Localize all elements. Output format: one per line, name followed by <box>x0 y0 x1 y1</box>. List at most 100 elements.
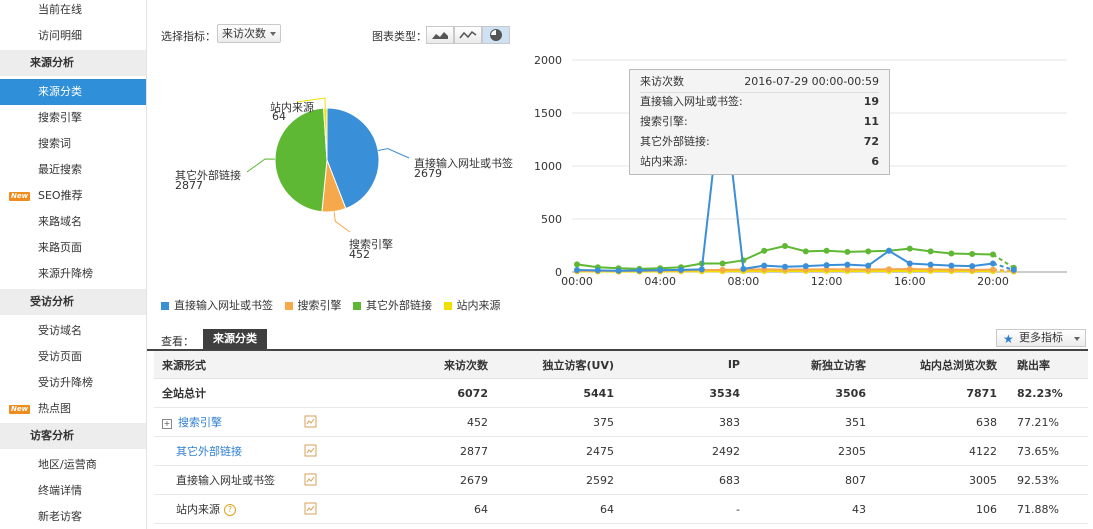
data-point[interactable] <box>906 266 913 273</box>
data-point[interactable] <box>906 245 913 252</box>
sidebar-item-current-online[interactable]: 当前在线 <box>0 0 146 23</box>
data-point[interactable] <box>969 263 976 270</box>
data-point[interactable] <box>740 265 747 272</box>
data-point[interactable] <box>678 266 684 273</box>
trend-chart-icon[interactable] <box>304 415 317 428</box>
data-point[interactable] <box>844 261 851 268</box>
col-header-uv[interactable]: 独立访客(UV) <box>496 351 622 379</box>
data-point[interactable] <box>782 243 788 250</box>
metric-select[interactable]: 来访次数 <box>217 24 281 43</box>
legend-item-internal[interactable]: 站内来源 <box>443 297 501 313</box>
sidebar-item-visited-domain[interactable]: 受访域名 <box>0 318 146 344</box>
sidebar-section-visitor[interactable]: 访客分析 <box>0 423 146 449</box>
cell: 638 <box>874 407 1005 437</box>
data-point[interactable] <box>948 262 955 269</box>
data-point[interactable] <box>594 267 601 274</box>
sidebar-section-label: 受访分析 <box>30 295 74 308</box>
cell: 82.23% <box>1005 378 1088 408</box>
cell: 其它外部链接 <box>154 436 317 466</box>
data-point[interactable] <box>906 260 913 267</box>
pie-chart-button[interactable] <box>482 26 510 44</box>
legend-label: 直接输入网址或书签 <box>174 299 273 312</box>
col-header-pageviews[interactable]: 站内总浏览次数 <box>874 351 1005 379</box>
sidebar-item-heatmap[interactable]: New 热点图 <box>0 396 146 422</box>
data-point[interactable] <box>948 250 955 257</box>
data-point[interactable] <box>761 262 768 269</box>
data-point[interactable] <box>636 267 643 274</box>
line-chart-button[interactable] <box>454 26 482 44</box>
data-point[interactable] <box>782 263 788 270</box>
sidebar-item-referrer-domain[interactable]: 来路域名 <box>0 209 146 235</box>
sidebar-item-search-engine[interactable]: 搜索引擎 <box>0 105 146 131</box>
data-point[interactable] <box>865 248 872 255</box>
chevron-down-icon <box>1074 337 1080 341</box>
data-point[interactable] <box>657 267 664 274</box>
sidebar-section-source[interactable]: 来源分析 <box>0 50 146 76</box>
cell: 64 <box>496 494 622 524</box>
data-point[interactable] <box>574 266 580 273</box>
legend-item-external[interactable]: 其它外部链接 <box>353 297 432 313</box>
trend-chart-icon[interactable] <box>304 473 317 486</box>
col-header-bounce[interactable]: 跳出率 <box>1005 351 1088 379</box>
data-point[interactable] <box>990 260 996 267</box>
sidebar-item-source-rank[interactable]: 来源升降榜 <box>0 261 146 287</box>
legend-item-search[interactable]: 搜索引擎 <box>284 297 342 313</box>
data-point[interactable] <box>802 263 809 270</box>
col-header-visits[interactable]: 来访次数 <box>300 351 496 379</box>
trend-chart-icon[interactable] <box>304 444 317 457</box>
sidebar-item-recent-search[interactable]: 最近搜索 <box>0 157 146 183</box>
data-point[interactable] <box>802 248 809 255</box>
data-point[interactable] <box>865 262 872 269</box>
data-point[interactable] <box>927 248 934 255</box>
pie-slice-external[interactable] <box>274 107 328 213</box>
table-header-row: 来源形式 来访次数 独立访客(UV) IP 新独立访客 站内总浏览次数 跳出率 <box>154 351 1088 379</box>
sidebar-item-source-category[interactable]: 来源分类 <box>0 79 146 105</box>
area-chart-button[interactable] <box>426 26 454 44</box>
sidebar-item-seo[interactable]: New SEO推荐 <box>0 183 146 209</box>
sidebar: 当前在线 访问明细 来源分析 来源分类 搜索引擎 搜索词 最近搜索 New SEO… <box>0 0 147 529</box>
data-point[interactable] <box>719 266 726 273</box>
help-icon[interactable]: ? <box>224 504 236 516</box>
pie-slice-internal[interactable] <box>323 107 328 161</box>
data-point[interactable] <box>886 247 892 254</box>
data-point[interactable] <box>719 260 726 267</box>
data-point[interactable] <box>990 251 996 258</box>
row-link[interactable]: 搜索引擎 <box>178 416 222 429</box>
data-point[interactable] <box>886 266 892 273</box>
data-point[interactable] <box>574 261 580 268</box>
data-point[interactable] <box>844 248 851 255</box>
sidebar-item-region[interactable]: 地区/运营商 <box>0 452 146 478</box>
tooltip-header: 来访次数 2016-07-29 00:00-00:59 <box>640 72 879 93</box>
data-point[interactable] <box>615 267 622 274</box>
legend-item-direct[interactable]: 直接输入网址或书签 <box>161 297 273 313</box>
sidebar-item-terminal[interactable]: 终端详情 <box>0 478 146 504</box>
sidebar-item-referrer-page[interactable]: 来路页面 <box>0 235 146 261</box>
data-point[interactable] <box>927 261 934 268</box>
data-point[interactable] <box>761 247 768 254</box>
data-point[interactable] <box>823 266 830 273</box>
data-point[interactable] <box>823 247 830 254</box>
sidebar-item-visit-details[interactable]: 访问明细 <box>0 23 146 49</box>
data-point[interactable] <box>823 262 830 269</box>
data-point[interactable] <box>927 266 934 273</box>
data-point[interactable] <box>990 266 996 273</box>
col-header-new-uv[interactable]: 新独立访客 <box>748 351 874 379</box>
sidebar-item-visited-rank[interactable]: 受访升降榜 <box>0 370 146 396</box>
sidebar-item-visited-page[interactable]: 受访页面 <box>0 344 146 370</box>
col-header-ip[interactable]: IP <box>622 351 748 379</box>
data-point[interactable] <box>698 266 705 273</box>
sidebar-item-new-old-visitors[interactable]: 新老访客 <box>0 504 146 529</box>
sidebar-item-search-words[interactable]: 搜索词 <box>0 131 146 157</box>
trend-chart-icon[interactable] <box>304 502 317 515</box>
data-point[interactable] <box>1010 266 1017 273</box>
more-metrics-button[interactable]: ★ 更多指标 <box>996 329 1086 347</box>
sidebar-section-visited[interactable]: 受访分析 <box>0 289 146 315</box>
data-point[interactable] <box>969 250 976 257</box>
col-header-source[interactable]: 来源形式 <box>154 351 300 379</box>
expand-icon[interactable]: + <box>162 419 172 429</box>
tab-source-category[interactable]: 来源分类 <box>203 329 267 349</box>
cell: 4122 <box>874 436 1005 466</box>
data-point[interactable] <box>844 266 851 273</box>
row-link[interactable]: 其它外部链接 <box>176 445 242 458</box>
metric-select-value: 来访次数 <box>222 27 266 40</box>
